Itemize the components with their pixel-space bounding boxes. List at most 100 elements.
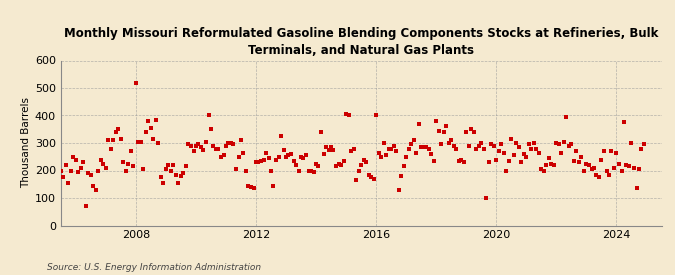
Point: [118, 160, 129, 164]
Point: [105, 146, 116, 151]
Point: [95, 157, 106, 162]
Point: [103, 138, 113, 142]
Point: [470, 146, 481, 151]
Point: [293, 168, 304, 173]
Title: Monthly Missouri Reformulated Gasoline Blending Components Stocks at Refineries,: Monthly Missouri Reformulated Gasoline B…: [64, 27, 658, 57]
Point: [275, 134, 286, 138]
Point: [115, 137, 126, 141]
Point: [578, 168, 589, 173]
Point: [121, 168, 132, 173]
Point: [61, 163, 72, 167]
Point: [203, 113, 214, 118]
Point: [261, 150, 271, 155]
Point: [486, 142, 497, 147]
Point: [381, 153, 392, 158]
Point: [549, 163, 560, 167]
Point: [88, 183, 99, 188]
Point: [108, 138, 119, 142]
Point: [371, 113, 381, 118]
Point: [406, 142, 416, 147]
Point: [583, 163, 594, 167]
Point: [456, 157, 466, 162]
Point: [256, 159, 267, 163]
Point: [78, 160, 88, 164]
Point: [416, 145, 427, 149]
Point: [208, 144, 219, 148]
Point: [130, 80, 141, 85]
Point: [236, 138, 246, 142]
Point: [346, 149, 356, 153]
Point: [396, 174, 406, 178]
Point: [508, 153, 519, 158]
Point: [624, 164, 634, 169]
Point: [461, 130, 472, 134]
Point: [348, 146, 359, 151]
Point: [223, 141, 234, 145]
Point: [606, 149, 617, 153]
Point: [388, 144, 399, 148]
Point: [523, 142, 534, 147]
Point: [113, 127, 124, 131]
Point: [593, 175, 604, 180]
Point: [426, 152, 437, 156]
Point: [479, 146, 489, 151]
Point: [133, 139, 144, 144]
Point: [326, 145, 337, 149]
Point: [198, 148, 209, 152]
Point: [296, 155, 306, 159]
Point: [531, 146, 541, 151]
Point: [186, 144, 196, 148]
Point: [286, 152, 296, 156]
Point: [556, 150, 567, 155]
Point: [343, 113, 354, 118]
Point: [518, 152, 529, 156]
Point: [161, 167, 171, 171]
Point: [581, 161, 592, 166]
Point: [591, 172, 601, 177]
Point: [165, 168, 176, 173]
Point: [148, 137, 159, 141]
Point: [566, 142, 576, 147]
Point: [263, 156, 274, 160]
Point: [353, 168, 364, 173]
Point: [543, 156, 554, 160]
Point: [73, 170, 84, 174]
Point: [401, 155, 412, 159]
Point: [248, 186, 259, 191]
Point: [225, 141, 236, 145]
Point: [323, 148, 334, 152]
Point: [576, 155, 587, 159]
Point: [410, 150, 421, 155]
Point: [476, 141, 487, 145]
Point: [243, 183, 254, 188]
Point: [313, 164, 324, 169]
Point: [558, 139, 569, 144]
Point: [328, 148, 339, 152]
Point: [493, 149, 504, 153]
Point: [408, 138, 419, 142]
Point: [496, 142, 507, 147]
Point: [218, 153, 229, 158]
Point: [603, 172, 614, 177]
Point: [288, 159, 299, 163]
Point: [403, 146, 414, 151]
Point: [68, 155, 79, 159]
Point: [628, 166, 639, 170]
Point: [155, 175, 166, 180]
Point: [271, 157, 281, 162]
Point: [596, 157, 607, 162]
Point: [454, 159, 464, 163]
Point: [246, 185, 256, 189]
Point: [448, 144, 459, 148]
Point: [306, 168, 317, 173]
Point: [316, 130, 327, 134]
Point: [43, 156, 53, 160]
Point: [335, 163, 346, 167]
Point: [539, 168, 549, 173]
Point: [601, 168, 612, 173]
Point: [443, 141, 454, 145]
Point: [526, 146, 537, 151]
Point: [438, 130, 449, 134]
Point: [611, 150, 622, 155]
Point: [431, 119, 441, 123]
